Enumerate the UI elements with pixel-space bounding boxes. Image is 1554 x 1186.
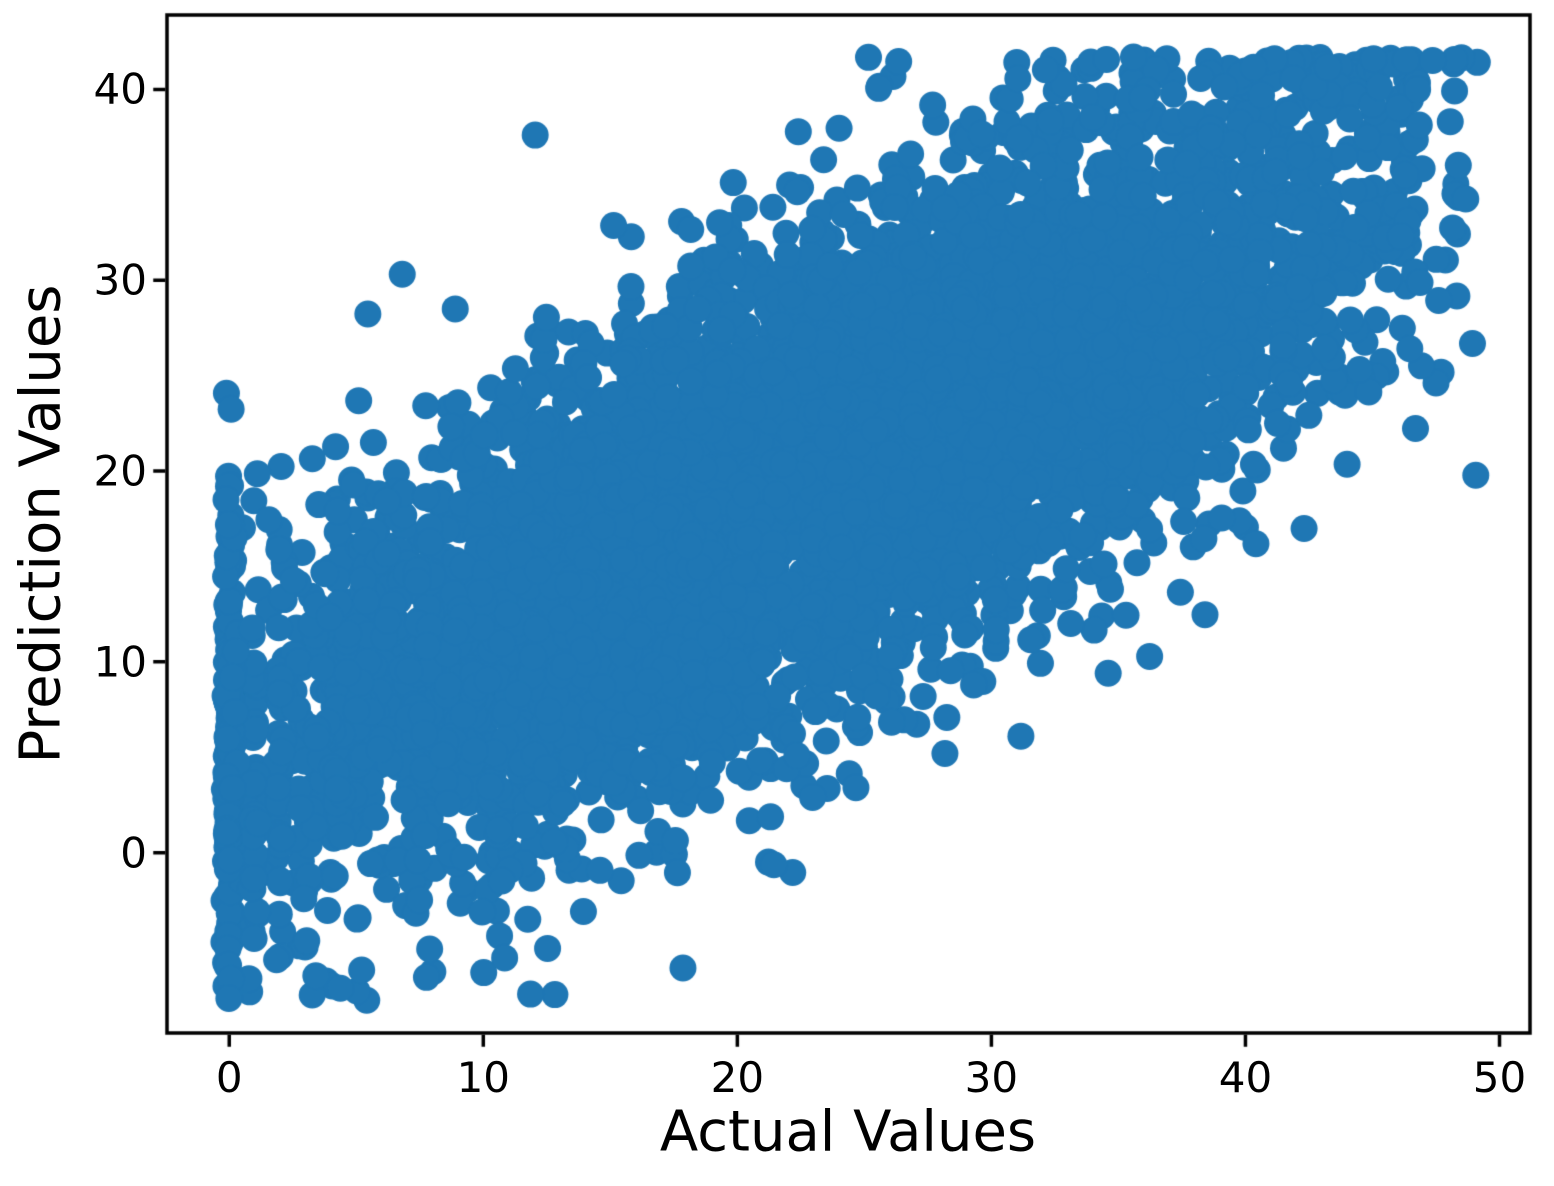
y-tick-label: 10: [93, 637, 147, 687]
x-tick-label: 30: [964, 1053, 1019, 1102]
y-tick-label: 40: [93, 64, 147, 114]
y-axis-label: Prediction Values: [8, 284, 74, 764]
y-tick-label: 30: [93, 255, 147, 305]
x-tick-label: 20: [710, 1053, 765, 1102]
x-tick-label: 0: [215, 1053, 243, 1102]
x-tick-label: 40: [1218, 1053, 1273, 1102]
y-tick-label: 20: [93, 446, 147, 496]
y-tick-label: 0: [120, 828, 147, 878]
x-tick-label: 50: [1472, 1053, 1527, 1102]
x-tick-label: 10: [456, 1053, 511, 1102]
x-axis-label: Actual Values: [659, 1099, 1037, 1165]
